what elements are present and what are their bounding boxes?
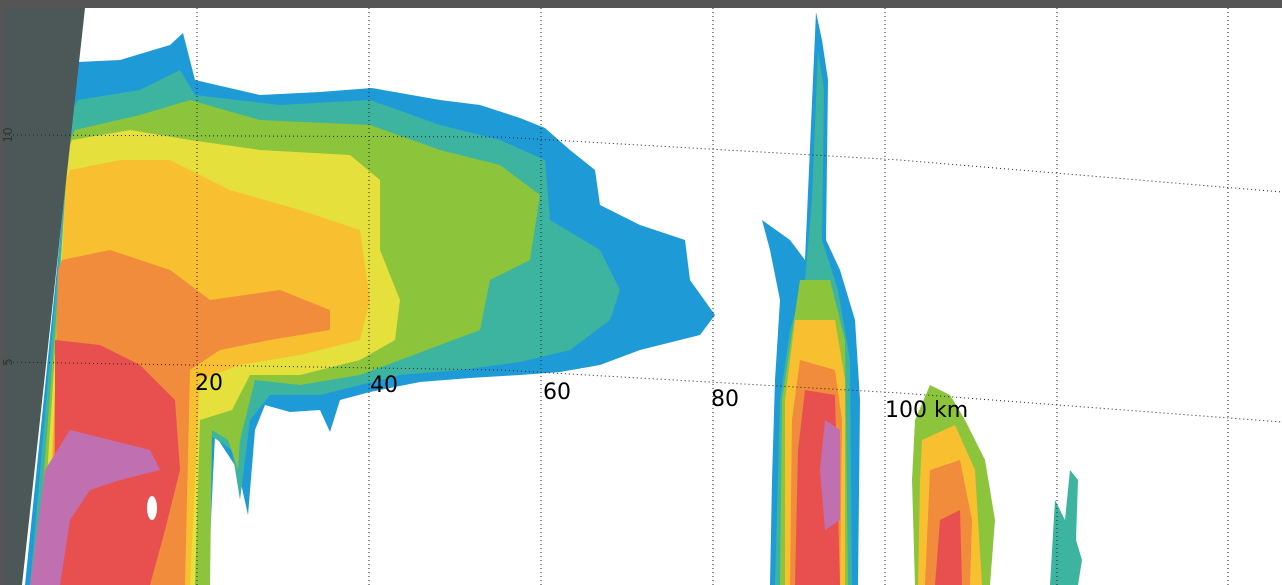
range-label: 40 <box>370 373 398 398</box>
frame-top <box>0 0 1282 8</box>
height-label: 5 <box>1 358 15 366</box>
range-label: 20 <box>195 371 223 396</box>
height-label: 10 <box>1 127 15 142</box>
radar-display: 10 5 20 40 60 80 100 km <box>0 0 1282 585</box>
frame-left <box>0 0 5 585</box>
range-label: 100 km <box>885 398 968 423</box>
range-label: 80 <box>711 387 739 412</box>
range-label: 60 <box>543 380 571 405</box>
